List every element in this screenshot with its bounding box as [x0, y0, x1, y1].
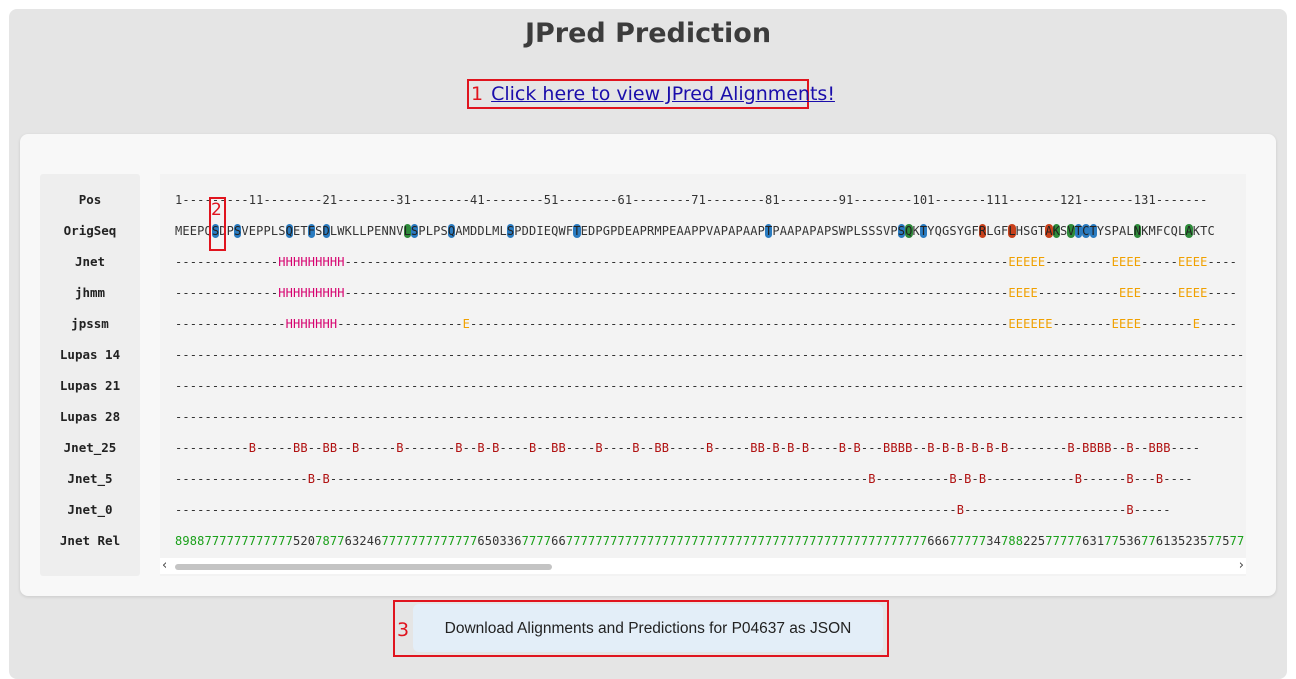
- row-label-jnet-0: Jnet_0: [40, 502, 140, 517]
- row-label-lupas-28: Lupas 28: [40, 409, 140, 424]
- scroll-right-icon[interactable]: ›: [1239, 558, 1244, 574]
- alignments-link-annotation: 1 Click here to view JPred Alignments!: [467, 79, 809, 109]
- horizontal-scrollbar[interactable]: ‹ ›: [160, 558, 1246, 574]
- row-label-jnet: Jnet: [40, 254, 140, 269]
- seq-row-origseq: MEEPQSDPSVEPPLSQETFSDLWKLLPENNVLSPLPSQAM…: [175, 224, 1215, 238]
- seq-row-jnet-rel: 8988777777777777520787763246777777777777…: [175, 534, 1244, 548]
- row-label-jhmm: jhmm: [40, 285, 140, 300]
- scrollbar-thumb[interactable]: [175, 564, 552, 570]
- seq-row-jnet-5: ------------------B-B-------------------…: [175, 472, 1193, 486]
- row-label-jnet-25: Jnet_25: [40, 440, 140, 455]
- annotation-number-3: 3: [397, 619, 409, 641]
- row-label-jpssm: jpssm: [40, 316, 140, 331]
- row-label-jnet-5: Jnet_5: [40, 471, 140, 486]
- row-label-pos: Pos: [40, 192, 140, 207]
- seq-row-lupas-28: ----------------------------------------…: [175, 410, 1246, 424]
- seq-row-jnet-0: ----------------------------------------…: [175, 503, 1171, 517]
- scroll-left-icon[interactable]: ‹: [162, 558, 167, 574]
- seq-row-jnet-25: ----------B-----BB--BB--B-----B-------B-…: [175, 441, 1200, 455]
- download-json-button[interactable]: Download Alignments and Predictions for …: [413, 604, 883, 652]
- seq-row-lupas-21: ----------------------------------------…: [175, 379, 1246, 393]
- annotation-number-1: 1: [471, 83, 483, 105]
- view-alignments-link[interactable]: Click here to view JPred Alignments!: [491, 83, 835, 105]
- row-label-lupas-14: Lupas 14: [40, 347, 140, 362]
- row-label-lupas-21: Lupas 21: [40, 378, 140, 393]
- seq-row-jhmm: --------------HHHHHHHHH-----------------…: [175, 286, 1237, 300]
- row-label-jnet-rel: Jnet Rel: [40, 533, 140, 548]
- sequence-scroll-area[interactable]: 1---------11--------21--------31--------…: [160, 174, 1246, 576]
- row-label-origseq: OrigSeq: [40, 223, 140, 238]
- seq-row-lupas-14: ----------------------------------------…: [175, 348, 1246, 362]
- seq-row-jpssm: ---------------HHHHHHH-----------------E…: [175, 317, 1237, 331]
- seq-row-jnet: --------------HHHHHHHHH-----------------…: [175, 255, 1237, 269]
- page-title: JPred Prediction: [0, 18, 1296, 49]
- annotation-number-2: 2: [211, 200, 222, 220]
- seq-row-pos: 1---------11--------21--------31--------…: [175, 193, 1208, 207]
